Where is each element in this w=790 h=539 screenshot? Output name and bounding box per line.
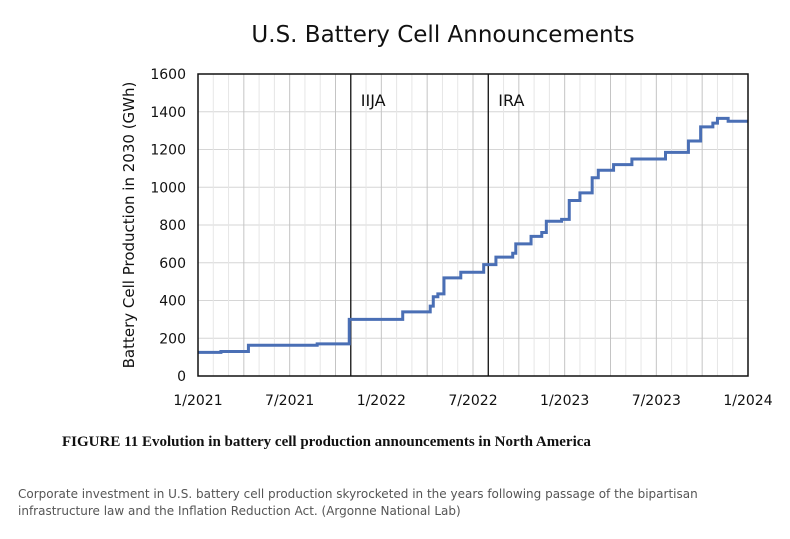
x-tick-label: 1/2022	[357, 393, 406, 409]
y-tick-label: 1600	[150, 67, 186, 83]
y-axis-label: Battery Cell Production in 2030 (GWh)	[120, 82, 138, 369]
series-layer	[198, 116, 748, 354]
tick-labels: 0 200 400 600 800 1000 1200 1400 1600 1/2021 7/202…	[150, 67, 772, 409]
x-tick-label: 7/2022	[448, 393, 497, 409]
annotation-lines: IIJA IRA	[350, 74, 524, 376]
x-tick-label: 7/2023	[632, 393, 681, 409]
y-tick-label: 200	[159, 331, 186, 347]
x-tick-label: 1/2023	[540, 393, 589, 409]
annotation-label-iija: IIJA	[361, 91, 386, 110]
chart-title: U.S. Battery Cell Announcements	[251, 22, 634, 48]
figure-caption: FIGURE 11 Evolution in battery cell prod…	[62, 434, 591, 450]
battery-cell-chart: U.S. Battery Cell Announcements IIJA IRA …	[120, 22, 773, 409]
annotation-label-ira: IRA	[498, 91, 524, 110]
y-tick-label: 400	[159, 294, 186, 310]
y-tick-label: 1200	[150, 143, 186, 159]
image-description: Corporate investment in U.S. battery cel…	[18, 487, 698, 518]
y-tick-label: 1400	[150, 105, 186, 121]
y-tick-label: 800	[159, 218, 186, 234]
y-tick-label: 0	[177, 369, 186, 385]
y-tick-label: 1000	[150, 180, 186, 196]
x-tick-label: 7/2021	[265, 393, 314, 409]
series-line-0	[198, 116, 748, 354]
x-tick-label: 1/2021	[173, 393, 222, 409]
x-tick-label: 1/2024	[723, 393, 772, 409]
grid-lines	[198, 74, 748, 376]
plot-frame	[197, 73, 749, 377]
y-tick-label: 600	[159, 256, 186, 272]
